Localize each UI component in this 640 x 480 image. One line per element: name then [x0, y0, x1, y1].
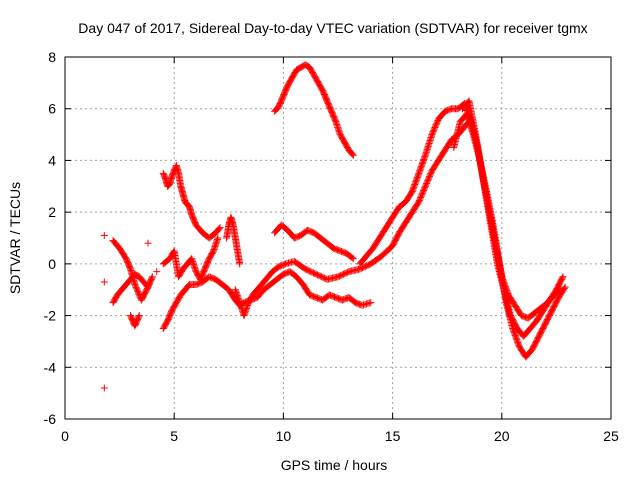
- ticks-layer: 0 5 10 15 20 25 -6 -4 -2 0 2 4 6 8: [44, 49, 619, 444]
- data-point: [558, 274, 566, 282]
- data-point: [559, 273, 567, 281]
- series-arc-11: [356, 100, 567, 340]
- data-point: [421, 153, 429, 161]
- series-arc-10: [271, 61, 357, 159]
- data-point: [236, 260, 244, 268]
- data-point: [100, 231, 108, 239]
- data-point: [348, 150, 356, 158]
- data-point: [557, 286, 565, 294]
- series-arc-8: [231, 115, 475, 320]
- series-arc-13: [458, 97, 565, 322]
- series-arc-3: [127, 312, 143, 330]
- grid-layer: [65, 57, 611, 419]
- data-point: [135, 312, 143, 320]
- chart-title: Day 047 of 2017, Sidereal Day-to-day VTE…: [78, 20, 587, 36]
- y-tick-label: 8: [48, 49, 56, 65]
- data-point: [100, 384, 108, 392]
- data-point: [184, 201, 192, 209]
- data-point: [164, 181, 172, 189]
- y-tick-label: -2: [44, 308, 57, 324]
- x-tick-label: 5: [170, 428, 178, 444]
- data-point: [349, 151, 357, 159]
- y-tick-label: 0: [48, 256, 56, 272]
- plot-frame: [64, 56, 612, 420]
- data-point: [148, 273, 156, 281]
- data-point: [556, 287, 564, 295]
- data-point: [100, 278, 108, 286]
- data-point: [148, 274, 156, 282]
- data-point: [153, 268, 161, 276]
- data-point: [214, 234, 222, 242]
- x-tick-label: 20: [494, 428, 510, 444]
- y-tick-label: 6: [48, 101, 56, 117]
- points-layer: [100, 61, 569, 392]
- x-tick-label: 0: [61, 428, 69, 444]
- data-point: [135, 313, 143, 321]
- y-tick-label: 2: [48, 204, 56, 220]
- x-tick-label: 25: [603, 428, 619, 444]
- series-arc-9: [271, 221, 357, 263]
- y-tick-label: 4: [48, 152, 56, 168]
- data-point: [216, 224, 224, 232]
- data-point: [561, 283, 569, 291]
- x-axis-label: GPS time / hours: [281, 457, 388, 473]
- series-isolated: [100, 231, 161, 392]
- data-point: [560, 284, 568, 292]
- series-arc-12: [450, 110, 569, 361]
- y-tick-label: -6: [44, 411, 57, 427]
- series-arc-5: [159, 234, 222, 283]
- series-arc-6: [159, 162, 224, 242]
- series-arc-7: [223, 213, 244, 268]
- y-tick-label: -4: [44, 359, 57, 375]
- x-tick-label: 10: [276, 428, 292, 444]
- data-point: [348, 254, 356, 262]
- data-point: [144, 239, 152, 247]
- data-point: [367, 299, 375, 307]
- series-arc-2: [109, 237, 156, 304]
- data-point: [349, 255, 357, 263]
- data-point: [215, 225, 223, 233]
- x-tick-label: 15: [385, 428, 401, 444]
- y-axis-label: SDTVAR / TECUs: [7, 182, 23, 294]
